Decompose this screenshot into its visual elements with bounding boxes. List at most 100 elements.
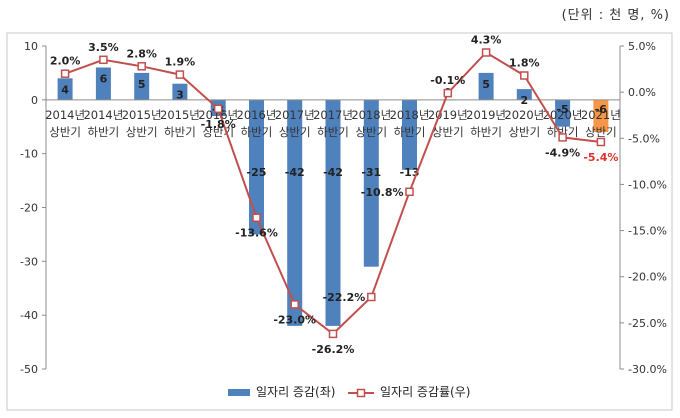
bar-11 (478, 72, 494, 100)
category-label-half: 하반기 (470, 125, 502, 139)
category-label-half: 하반기 (241, 125, 273, 139)
bar-value-label: -6 (595, 103, 608, 116)
line-value-label: -23.0% (273, 313, 316, 326)
bar-value-label: -42 (323, 166, 343, 179)
category-label-year: 2017년 (275, 108, 315, 122)
category-label-year: 2020년 (504, 108, 544, 122)
line-value-label: -26.2% (312, 343, 355, 356)
line-group (60, 48, 606, 339)
rate-marker-7 (328, 329, 338, 339)
y-right-tick-label: 5.0% (628, 40, 656, 53)
category-label-year: 2015년 (122, 108, 162, 122)
rate-marker-6 (290, 300, 299, 309)
unit-label: (단위 : 천 명, %) (561, 8, 670, 23)
legend-swatch-marker (356, 388, 366, 398)
category-label-half: 하반기 (317, 125, 349, 139)
line-value-label: 1.9% (165, 56, 196, 69)
bar-12 (516, 89, 532, 100)
line-value-label: 2.0% (50, 55, 81, 68)
bar-value-label: 5 (138, 78, 146, 91)
rate-marker-11 (481, 48, 491, 57)
line-value-label: -1.8% (201, 118, 236, 131)
y-right-tick-label: 0.0% (628, 86, 656, 99)
bar-13 (555, 99, 571, 127)
plot-border (6, 32, 673, 411)
y-left-tick-label: -50 (20, 363, 38, 376)
bar-value-label: -5 (556, 103, 568, 116)
category-label-half: 상반기 (202, 125, 234, 139)
category-label-year: 2019년 (428, 108, 468, 122)
y-right-tick-label: -15.0% (628, 225, 667, 238)
category-label-year: 2020년 (543, 108, 583, 122)
line-value-label: 3.5% (88, 41, 119, 54)
line-value-label: -5.4% (583, 151, 618, 164)
bar-7 (325, 99, 341, 326)
bar-14 (593, 99, 609, 133)
category-label-half: 하반기 (394, 125, 426, 139)
rate-marker-4 (213, 104, 223, 114)
bar-value-label: -42 (285, 166, 305, 179)
line-value-label: 1.8% (509, 57, 540, 70)
line-value-label: -0.1% (430, 74, 465, 87)
y-left-tick-label: -40 (20, 309, 38, 322)
category-label-half: 상반기 (432, 125, 464, 139)
category-label-year: 2018년 (351, 108, 391, 122)
category-label-half: 상반기 (126, 125, 158, 139)
bar-1 (95, 67, 111, 100)
rate-marker-1 (99, 55, 108, 65)
bar-8 (363, 99, 379, 267)
category-label-year: 2014년 (45, 108, 85, 122)
category-label-year: 2014년 (83, 108, 123, 122)
bar-value-label: 3 (176, 89, 184, 102)
category-label-half: 상반기 (508, 125, 540, 139)
category-label-half: 하반기 (164, 125, 196, 139)
category-label-half: 상반기 (49, 125, 81, 139)
bar-2 (134, 72, 150, 100)
category-labels-group: 2014년상반기2014년하반기2015년상반기2015년하반기2016년상반기… (45, 108, 621, 139)
y-left-tick-label: -20 (20, 202, 38, 215)
rate-marker-2 (137, 62, 146, 71)
category-label-year: 2019년 (466, 108, 506, 122)
y-right-tick-label: -25.0% (628, 317, 667, 330)
y-left-tick-label: -10 (20, 148, 38, 161)
rate-marker-8 (367, 292, 376, 302)
rate-marker-12 (520, 71, 529, 80)
category-label-year: 2017년 (313, 108, 353, 122)
category-label-half: 하반기 (88, 125, 120, 139)
bar-value-label: 2 (521, 94, 529, 107)
legend-swatch-bar (228, 389, 250, 396)
rate-marker-5 (252, 213, 261, 222)
rate-marker-0 (60, 69, 70, 78)
bar-value-label: 5 (482, 78, 490, 91)
category-label-year: 2015년 (160, 108, 200, 122)
category-label-year: 2021년 (581, 108, 621, 122)
y-right-tick-label: -10.0% (628, 178, 667, 191)
y-left-tick-label: 0 (31, 94, 38, 107)
legend: 일자리 증감(좌) 일자리 증감률(우) (228, 385, 470, 399)
rate-marker-14 (596, 137, 606, 147)
y-right-tick-label: -5.0% (628, 132, 660, 145)
y-left-tick-label: 10 (24, 40, 38, 53)
line-labels-group: 2.0% 3.5% 2.8% 1.9% -1.8% -13.6% -23.0% -26.2% -… (50, 34, 619, 356)
rate-marker-10 (443, 88, 453, 98)
line-value-label: -4.9% (545, 146, 580, 159)
bar-3 (172, 83, 188, 100)
bar-value-label: -31 (361, 166, 381, 179)
bar-value-label: 6 (100, 73, 108, 86)
y-right-tick-label: -30.0% (628, 363, 667, 376)
bar-5 (249, 99, 264, 235)
bar-9 (402, 99, 417, 170)
category-label-year: 2016년 (237, 108, 277, 122)
legend-label-bar: 일자리 증감(좌) (256, 385, 335, 399)
line-value-label: 2.8% (126, 47, 157, 60)
line-value-label: -13.6% (235, 227, 278, 240)
line-value-label: 4.3% (471, 34, 502, 47)
legend-label-line: 일자리 증감률(우) (380, 385, 470, 399)
y-right-tick-label: -20.0% (628, 271, 667, 284)
rate-marker-3 (175, 70, 185, 79)
rate-marker-13 (558, 133, 567, 142)
bars-group (57, 67, 609, 326)
axes-group: 10 0 -10 -20 -30 -40 -50 5.0% 0.0% -5.0% -10.0% -15… (20, 40, 667, 376)
